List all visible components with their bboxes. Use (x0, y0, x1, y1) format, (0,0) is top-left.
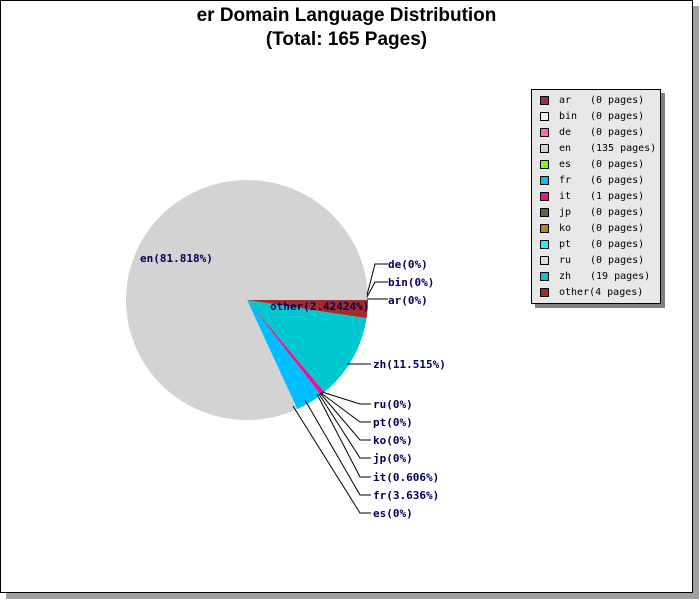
pie-slice-fr (247, 300, 321, 410)
chart-title: er Domain Language Distribution (Total: … (0, 4, 693, 52)
slice-label-ru: ru(0%) (373, 398, 413, 411)
label-leader-lines (292, 263, 388, 514)
slice-label-en: en(81.818%) (140, 252, 213, 265)
legend-count: (0 pages) (590, 223, 645, 234)
legend: ar (0 pages) bin (0 pages) de (0 pages) en (135… (531, 89, 661, 304)
slice-label-jp: jp(0%) (373, 452, 413, 465)
legend-count: (0 pages) (590, 111, 645, 122)
leader-line-ru (321, 391, 371, 405)
slice-label-ar: ar(0%) (388, 294, 428, 307)
legend-swatch (540, 272, 549, 281)
pie-slice-en (126, 180, 368, 421)
legend-code: ko (559, 223, 572, 234)
pie-slices (126, 180, 368, 421)
leader-line-jp (318, 393, 371, 459)
legend-swatch (540, 288, 549, 297)
legend-code: es (559, 159, 572, 170)
slice-labels: en(81.818%) other(2.42424%) de(0%) bin(0%) a… (140, 252, 446, 520)
legend-count: (6 pages) (590, 175, 645, 186)
legend-swatch (540, 160, 549, 169)
legend-code: bin (559, 111, 578, 122)
chart-title-line2: (Total: 165 Pages) (265, 29, 428, 50)
legend-swatch (540, 128, 549, 137)
legend-code: ar (559, 95, 572, 106)
pie-slice-other (247, 300, 368, 319)
legend-code: it (559, 191, 572, 202)
slice-label-zh: zh(11.515%) (373, 358, 446, 371)
leader-line-bin (366, 281, 388, 298)
slice-label-bin: bin(0%) (388, 276, 434, 289)
frame-shadow-right (693, 6, 699, 599)
legend-swatch (540, 240, 549, 249)
leader-line-ko (319, 392, 371, 441)
legend-swatch (540, 144, 549, 153)
pie-slice-it (247, 300, 325, 396)
slice-label-de: de(0%) (388, 258, 428, 271)
legend-code: zh (559, 271, 572, 282)
legend-count: (0 pages) (590, 95, 645, 106)
legend-swatch (540, 224, 549, 233)
leader-line-es (292, 405, 371, 514)
leader-line-de (366, 263, 388, 296)
legend-count: (1 pages) (590, 191, 645, 202)
slice-label-ko: ko(0%) (373, 434, 413, 447)
slice-label-fr: fr(3.636%) (373, 489, 439, 502)
leader-line-fr (304, 399, 371, 496)
legend-count: (19 pages) (590, 271, 651, 282)
chart-title-line1: er Domain Language Distribution (196, 5, 497, 26)
legend-swatch (540, 96, 549, 105)
legend-code: ru (559, 255, 572, 266)
legend-count: (0 pages) (590, 255, 645, 266)
legend-swatch (540, 256, 549, 265)
legend-code: fr (559, 175, 572, 186)
slice-label-it: it(0.606%) (373, 471, 439, 484)
legend-swatch (540, 176, 549, 185)
legend-count: (135 pages) (590, 143, 657, 154)
pie-slice-zh (247, 300, 367, 393)
legend-swatch (540, 208, 549, 217)
legend-swatch (540, 192, 549, 201)
legend-count: (0 pages) (590, 127, 645, 138)
legend-count: (0 pages) (590, 239, 645, 250)
slice-label-pt: pt(0%) (373, 416, 413, 429)
legend-count: (0 pages) (590, 159, 645, 170)
legend-count: (0 pages) (590, 207, 645, 218)
legend-swatch (540, 112, 549, 121)
leader-line-it (316, 393, 371, 478)
legend-code: de (559, 127, 572, 138)
legend-code: jp (559, 207, 572, 218)
frame-shadow-bottom (6, 593, 699, 599)
slice-label-other: other(2.42424%) (270, 300, 369, 313)
legend-code: en (559, 143, 572, 154)
legend-count: other(4 pages) (559, 287, 644, 298)
legend-code: pt (559, 239, 572, 250)
slice-label-es: es(0%) (373, 507, 413, 520)
leader-line-pt (320, 392, 371, 423)
